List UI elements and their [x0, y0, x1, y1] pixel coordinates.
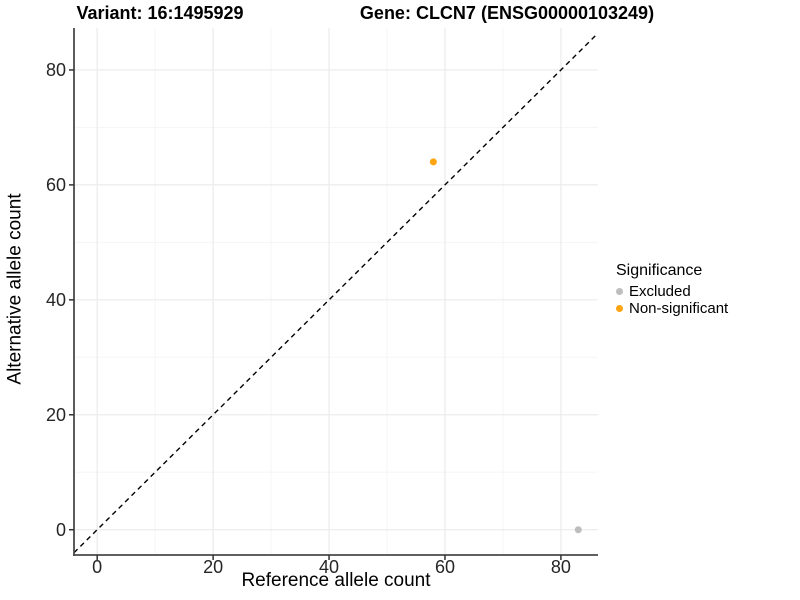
legend-title: Significance	[616, 262, 703, 279]
plot-title-gene: Gene: CLCN7 (ENSG00000103249)	[359, 3, 655, 23]
y-axis-title: Alternative allele count	[4, 193, 26, 385]
legend-dot-icon	[616, 288, 623, 296]
legend: Significance Excluded Non-significant	[616, 261, 728, 317]
legend-item: Excluded	[616, 283, 728, 300]
y-tick-label: 0	[55, 519, 66, 540]
legend-item-label: Non-significant	[629, 300, 729, 318]
x-tick-label: 60	[434, 557, 455, 577]
legend-item: Non-significant	[616, 300, 728, 317]
legend-item-label: Excluded	[629, 283, 691, 301]
legend-items: Excluded Non-significant	[616, 283, 728, 317]
x-tick-label: 80	[550, 557, 571, 577]
x-axis-title: Reference allele count	[241, 570, 431, 591]
y-tick-label: 20	[45, 404, 66, 425]
y-tick-label: 40	[45, 289, 66, 310]
plot-title-variant: Variant: 16:1495929	[76, 3, 244, 23]
data-point-non-significant	[429, 158, 437, 166]
legend-dot-icon	[616, 305, 623, 313]
data-point-excluded	[574, 526, 582, 534]
x-tick-label: 20	[203, 557, 224, 577]
identity-line	[73, 32, 599, 554]
y-tick-label: 60	[45, 174, 66, 195]
y-tick-label: 80	[45, 59, 66, 80]
x-tick-label: 0	[92, 557, 103, 577]
x-tick-label: 40	[319, 557, 340, 577]
